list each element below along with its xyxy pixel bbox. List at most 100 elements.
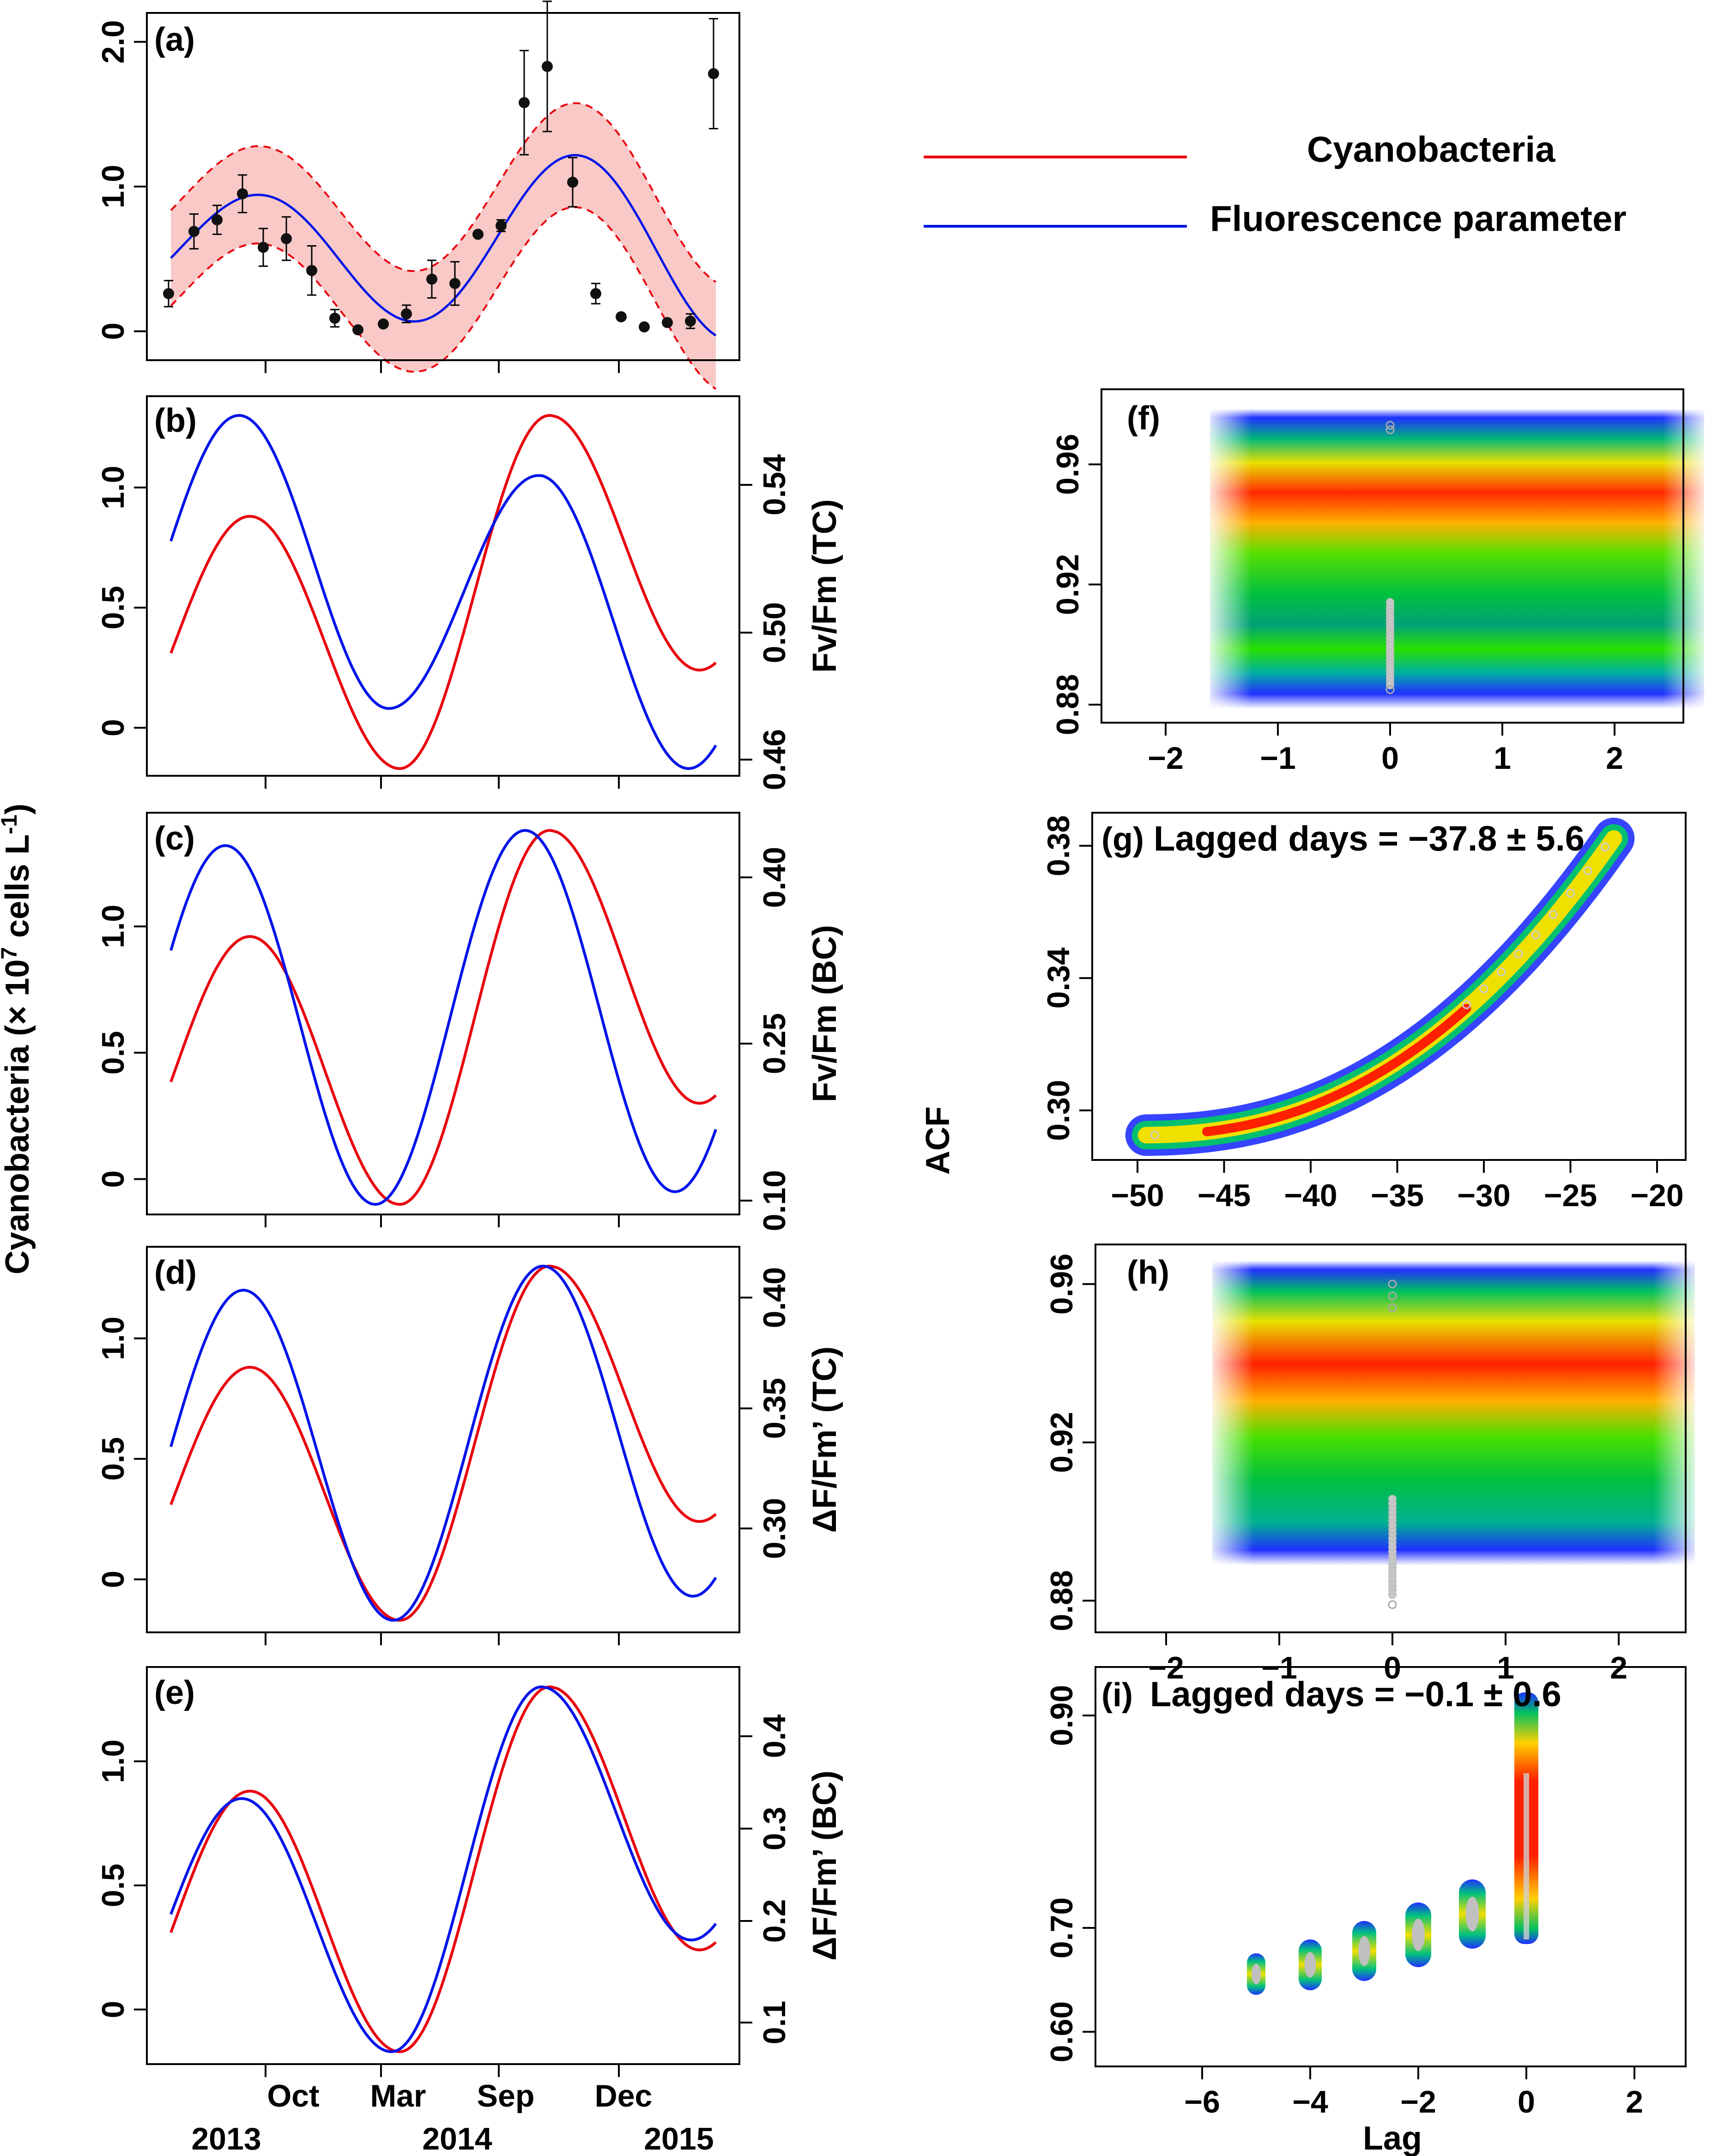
lag-annotation: Lagged days = −0.1 ± 0.6 <box>1150 1675 1561 1714</box>
panel-frame <box>1091 812 1687 1161</box>
panel-frame <box>1101 388 1684 724</box>
y-tick-label: 0.38 <box>1041 815 1076 876</box>
x-tick-label: 0 <box>1381 741 1399 776</box>
data-point <box>449 278 460 289</box>
sample-point <box>1465 1896 1479 1932</box>
right-tick-label: 0.40 <box>757 847 792 908</box>
sample-point <box>1388 1291 1397 1300</box>
panel-i: (i) Lagged days = −0.1 ± 0.6 −6 −4 −2 0 2 0.6… <box>1044 1666 1687 2120</box>
panel-label: (f) <box>1127 400 1160 437</box>
density-ridge-core <box>1202 1003 1471 1136</box>
panel-e: (e) 0 0.5 1.0 0.1 0.2 0.3 0.4 ΔF/Fm’ (BC) <box>96 1666 843 2077</box>
tick-label: 1.0 <box>96 1739 131 1783</box>
y-tick-label: 0.88 <box>1044 1570 1079 1631</box>
sample-points <box>1385 421 1395 694</box>
y-tick-label: 0.92 <box>1044 1412 1079 1473</box>
right-y-axis-label: ACF <box>920 1106 956 1175</box>
tick-label: 1.0 <box>96 165 131 209</box>
series-line-fluorescence <box>169 829 717 1206</box>
data-point <box>685 315 696 327</box>
sample-point <box>1150 1130 1159 1140</box>
panel-h: (h) −2 −1 0 1 20.880.920.96 <box>1044 1244 1695 1685</box>
sample-point <box>1304 1952 1316 1978</box>
y-tick-label: 0.60 <box>1044 2001 1079 2062</box>
right-tick-label: 0.35 <box>757 1378 792 1439</box>
x-tick-label: −1 <box>1260 741 1296 776</box>
panel-label: (c) <box>154 820 195 857</box>
right-tick-label: 0.54 <box>757 454 792 516</box>
lag-annotation: Lagged days = −37.8 ± 5.6 <box>1154 819 1585 858</box>
data-point <box>708 68 719 79</box>
panel-label: (a) <box>154 21 195 58</box>
sample-point <box>1385 425 1395 435</box>
tick-label: 1.0 <box>96 465 131 509</box>
y-tick-label: 0.34 <box>1041 948 1076 1009</box>
panel-label: (b) <box>154 402 197 439</box>
bottom-x-axis: Oct Mar Sep Dec 2013 2014 2015 <box>191 2078 714 2156</box>
x-tick-label: −45 <box>1198 1178 1251 1213</box>
right-tick-label: 0.1 <box>757 2001 792 2045</box>
axes: −2 −1 0 1 2 0.88 0.92 0.96 <box>1050 434 1623 776</box>
data-point <box>616 311 627 322</box>
data-point <box>590 288 601 299</box>
panel-frame <box>146 1666 740 2065</box>
panel-c: (c) 0 0.5 1.0 0.10 0.25 0.40 Fv/Fm (BC) <box>96 812 843 1231</box>
right-y-axis-label: ΔF/Fm’ (TC) <box>806 1347 843 1533</box>
axes: −50 −45 −40 −35 −30 −25 −20 0.30 0.34 0.38 <box>1041 815 1684 1213</box>
panel-b: (b) 0 0.5 1.0 0.46 0.50 0.54 Fv/Fm (TC) <box>96 395 843 790</box>
series-line-fluorescence <box>169 1264 717 1622</box>
legend: Cyanobacteria Fluorescence parameter <box>924 129 1627 239</box>
sample-point <box>1566 888 1575 898</box>
right-x-axis-label: Lag <box>1363 2120 1422 2156</box>
data-point <box>542 60 553 72</box>
y-tick-label: 0.92 <box>1050 554 1085 615</box>
month-label-mar: Mar <box>370 2078 426 2114</box>
year-label-2014: 2014 <box>422 2121 492 2156</box>
y-tick-label: 0.96 <box>1050 434 1085 495</box>
data-point <box>426 273 437 285</box>
x-tick-label: 2 <box>1626 2084 1643 2120</box>
data-point <box>306 265 317 276</box>
right-y-axis-label: ΔF/Fm’ (BC) <box>806 1770 843 1961</box>
data-point <box>329 313 340 324</box>
series-line-cyanobacteria <box>169 414 717 770</box>
y-tick-label: 0.88 <box>1050 674 1085 735</box>
data-points <box>163 0 719 336</box>
x-ticks <box>265 360 620 373</box>
data-point <box>496 220 507 231</box>
panel-frame <box>146 812 740 1215</box>
y-tick-label: 0.70 <box>1044 1897 1079 1958</box>
right-y-axis-label: Fv/Fm (TC) <box>806 499 843 673</box>
tick-label: 1.0 <box>96 1317 131 1360</box>
tick-label: 1.0 <box>96 905 131 948</box>
series-line-cyanobacteria <box>169 1685 717 2053</box>
axes: −6 −4 −2 0 2 0.60 0.70 0.90 <box>1044 1685 1643 2120</box>
x-tick-label: −50 <box>1111 1178 1164 1213</box>
data-point <box>281 233 292 244</box>
right-tick-label: 0.46 <box>757 729 792 790</box>
data-point <box>378 318 389 330</box>
tick-label: 0.5 <box>96 1031 131 1075</box>
tick-label: 0 <box>96 1170 131 1188</box>
series-line-fluorescence <box>169 1685 717 2053</box>
sample-point <box>1462 1000 1471 1009</box>
right-tick-label: 0.4 <box>757 1715 792 1758</box>
right-tick-label: 0.30 <box>757 1498 792 1559</box>
tick-label: 2.0 <box>96 20 131 64</box>
sample-point <box>1388 1303 1397 1312</box>
right-y-axis-label: Fv/Fm (BC) <box>806 925 843 1102</box>
panel-label: (d) <box>154 1254 197 1291</box>
x-tick-label: −20 <box>1630 1178 1683 1213</box>
y-tick-label: 0.30 <box>1041 1080 1076 1141</box>
x-tick-label: −35 <box>1371 1178 1424 1213</box>
sample-point <box>1412 1919 1425 1951</box>
data-point <box>258 242 269 253</box>
sample-point <box>1388 1280 1397 1289</box>
sample-point <box>1479 984 1488 993</box>
tick-label: 0.5 <box>96 1437 131 1481</box>
sample-point <box>1531 930 1540 939</box>
sample-point <box>1514 949 1523 959</box>
right-tick-label: 0.2 <box>757 1899 792 1943</box>
tick-label: 0 <box>96 2001 131 2018</box>
